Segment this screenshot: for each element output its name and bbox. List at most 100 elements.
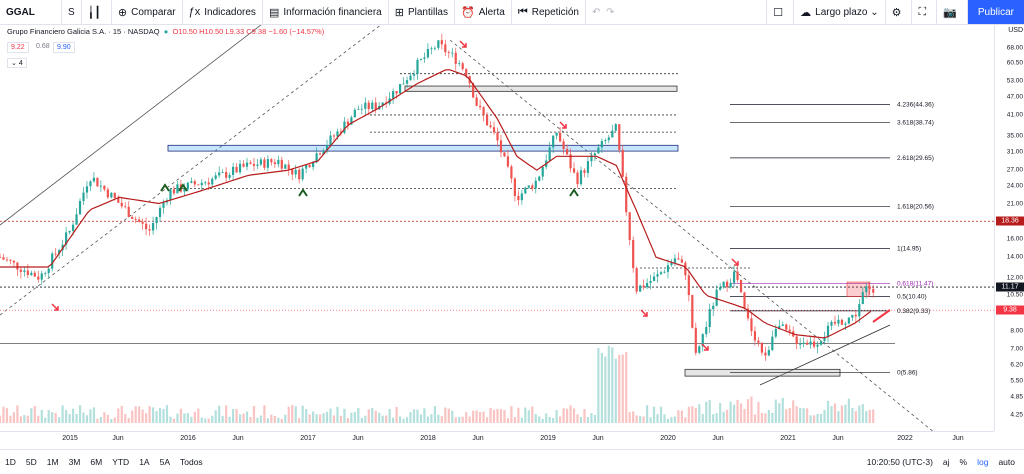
volume-bar: [398, 416, 402, 423]
price-tick-label: 27.00: [1006, 166, 1023, 174]
candle-body: [447, 52, 450, 54]
candle-body: [534, 180, 537, 189]
volume-bar: [23, 415, 26, 423]
bid-price[interactable]: 9.22: [7, 42, 29, 53]
volume-bar: [819, 414, 823, 423]
financials-button[interactable]: ▤ Información financiera: [263, 0, 389, 24]
candle-body: [37, 276, 40, 280]
clock[interactable]: 10:20:50 (UTC-3): [866, 457, 933, 467]
replay-button[interactable]: ⏮ Repetición: [512, 0, 586, 24]
volume-bar: [847, 398, 850, 423]
templates-button[interactable]: ⊞ Plantillas: [389, 0, 455, 24]
price-axis[interactable]: USD 68.00 60.50 53.00 47.00 41.00 35.00 31.00 2…: [994, 25, 1024, 431]
candle-body: [99, 185, 102, 187]
layout-name-button[interactable]: ☁ Largo plazo ⌄: [794, 0, 886, 24]
candle-body: [513, 178, 516, 196]
volume-bar: [218, 405, 221, 423]
ask-price[interactable]: 9.90: [53, 42, 75, 53]
volume-bar: [117, 408, 120, 423]
bar-style-button[interactable]: ╽┃: [82, 0, 112, 24]
undo-icon[interactable]: ↶: [591, 6, 601, 18]
volume-bar: [788, 407, 791, 423]
volume-bar: [868, 409, 871, 423]
candle-body: [339, 131, 343, 133]
candle-body: [110, 192, 113, 198]
candle-body: [30, 272, 33, 275]
price-chart[interactable]: 4.236(44.36) 3.618(38.74) 2.618(29.65) 1.61…: [0, 25, 994, 431]
volume-bar: [416, 409, 419, 423]
range-button-todos[interactable]: Todos: [180, 457, 203, 467]
candle-body: [235, 166, 238, 173]
volume-bar: [812, 415, 816, 423]
candle-body: [58, 250, 61, 254]
scale-option-percent[interactable]: %: [959, 457, 968, 467]
candle-body: [183, 189, 186, 192]
scale-option-auto[interactable]: auto: [998, 457, 1015, 467]
layout-select-button[interactable]: ☐: [766, 0, 795, 24]
time-axis[interactable]: 2015 Jun 2016 Jun 2017 Jun 2018 Jun 2019 Jun 2020 J…: [0, 431, 994, 448]
right-toolbar: ☐ ☁ Largo plazo ⌄ ⚙ ⛶ 📷 Publicar: [766, 0, 1024, 24]
candle-body: [26, 270, 29, 275]
range-button-1a[interactable]: 1A: [139, 457, 150, 467]
volume-bar: [458, 416, 461, 423]
compare-button[interactable]: ⊕ Comparar: [112, 0, 183, 24]
volume-bar: [266, 418, 269, 423]
range-button-1d[interactable]: 1D: [5, 457, 16, 467]
time-tick-label: 2016: [180, 435, 196, 442]
scale-option-log[interactable]: log: [977, 457, 989, 467]
volume-bar: [482, 411, 485, 423]
volume-bar: [799, 407, 802, 423]
candle-body: [823, 337, 826, 341]
range-button-5d[interactable]: 5D: [25, 457, 37, 467]
candle-body: [597, 147, 600, 154]
volume-bar: [590, 413, 593, 423]
interval-button[interactable]: S: [62, 0, 82, 24]
volume-bar: [305, 409, 308, 423]
candle-body: [357, 109, 360, 110]
volume-bar: [371, 407, 374, 423]
settings-button[interactable]: ⚙: [886, 0, 913, 24]
candle-body: [329, 135, 332, 146]
candle-body: [562, 141, 565, 149]
range-button-5a[interactable]: 5A: [159, 457, 170, 467]
candle-body: [322, 150, 325, 155]
candle-body: [492, 127, 496, 133]
volume-bar: [513, 417, 516, 423]
undo-redo[interactable]: ↶ ↷: [586, 0, 620, 24]
volume-bar: [263, 405, 266, 423]
candle-body: [746, 308, 750, 319]
range-button-1m[interactable]: 1M: [46, 457, 59, 467]
scale-option-aj[interactable]: aj: [942, 457, 950, 467]
candle-body: [572, 168, 576, 173]
candle-body: [760, 342, 764, 353]
indicators-button[interactable]: ƒx Indicadores: [183, 0, 263, 24]
redo-icon[interactable]: ↷: [605, 6, 615, 18]
range-button-3m[interactable]: 3M: [68, 457, 81, 467]
volume-bar: [186, 413, 189, 423]
volume-bar: [207, 418, 210, 423]
publish-button[interactable]: Publicar: [967, 0, 1024, 24]
range-button-ytd[interactable]: YTD: [112, 457, 130, 467]
volume-bar: [44, 417, 47, 423]
price-tick-label: 5.50: [1010, 377, 1023, 385]
alert-button[interactable]: ⏰ Alerta: [455, 0, 512, 24]
time-tick-label: Jun: [112, 435, 124, 442]
snapshot-button[interactable]: 📷: [937, 0, 968, 24]
candle-body: [437, 40, 440, 48]
fullscreen-button[interactable]: ⛶: [912, 0, 938, 24]
range-button-6m[interactable]: 6M: [90, 457, 103, 467]
indicators-collapse-button[interactable]: ⌄ 4: [7, 58, 27, 68]
candle-body: [200, 182, 203, 186]
volume-bar: [402, 418, 405, 423]
volume-bar: [252, 406, 256, 423]
candle-body: [44, 273, 47, 274]
volume-bar: [294, 406, 297, 423]
volume-bar: [204, 418, 207, 423]
fib-level-label: 4.236(44.36): [897, 102, 934, 109]
candle-body: [527, 185, 530, 188]
symbol-search[interactable]: GGAL: [0, 0, 62, 24]
candle-body: [806, 342, 809, 345]
candle-body: [715, 289, 718, 306]
candle-body: [231, 166, 235, 175]
candle-body: [0, 257, 2, 258]
